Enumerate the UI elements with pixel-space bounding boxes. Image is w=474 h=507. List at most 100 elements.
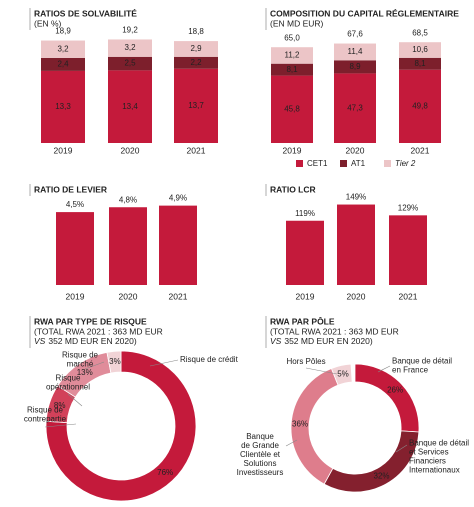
legend-swatch (340, 160, 347, 167)
total-label: 68,5 (412, 28, 428, 37)
donut-segment (45, 350, 197, 502)
bar (337, 204, 375, 285)
value-label: 10,6 (412, 45, 428, 54)
bar-segment (271, 63, 313, 76)
chart-subtitle: VS 352 MD EUR EN 2020) (34, 336, 137, 346)
category-label: Risque de crédit (180, 355, 239, 364)
x-tick-label: 2020 (346, 145, 365, 155)
leader-line (305, 367, 338, 375)
value-label: 129% (398, 203, 418, 212)
bar (286, 220, 324, 285)
x-tick-label: 2021 (399, 291, 418, 301)
x-tick-label: 2021 (411, 145, 430, 155)
leader-line (285, 439, 298, 447)
value-label: 76% (157, 468, 173, 477)
bar-segment (334, 43, 376, 61)
value-label: 13,3 (55, 102, 71, 111)
chart-subtitle: (EN %) (34, 18, 62, 28)
value-label: 45,8 (284, 104, 300, 113)
bar (56, 212, 94, 285)
leader-line (84, 361, 105, 370)
bar-segment (334, 60, 376, 74)
legend-label: AT1 (351, 159, 366, 168)
chart-title: RATIO DE LEVIER (34, 184, 107, 194)
legend-label: Tier 2 (395, 159, 416, 168)
leader-line (67, 393, 83, 407)
category-label: Banque de détail en France (392, 357, 452, 375)
leader-line (149, 359, 179, 367)
value-label: 3% (109, 357, 121, 366)
subtitle-end: 352 MD EUR EN 2020) (284, 336, 373, 346)
leader-line (44, 423, 77, 428)
chart-title: RATIOS DE SOLVABILITÉ (34, 8, 137, 18)
x-tick-label: 2019 (66, 291, 85, 301)
bar-segment (399, 69, 441, 143)
value-label: 8,1 (414, 59, 426, 68)
total-label: 65,0 (284, 33, 300, 42)
bar-segment (108, 56, 152, 71)
bar-segment (174, 41, 218, 57)
value-label: 13,4 (122, 102, 138, 111)
value-label: 4,5% (66, 200, 84, 209)
value-label: 26% (387, 385, 403, 394)
subtitle-italic: VS (270, 336, 282, 346)
bar-segment (174, 56, 218, 69)
donut-segment (323, 430, 420, 493)
chart-subtitle: (EN MD EUR) (270, 18, 324, 28)
bar (159, 205, 197, 285)
value-label: 49,8 (412, 101, 428, 110)
value-label: 11,2 (285, 51, 301, 60)
bar-segment (174, 68, 218, 143)
value-label: 2,2 (190, 58, 202, 67)
chart-title: RATIO LCR (270, 184, 316, 194)
value-label: 2,9 (190, 44, 202, 53)
value-label: 32% (374, 471, 390, 480)
bar-segment (41, 57, 85, 71)
bar-segment (108, 70, 152, 143)
donut-segment (106, 350, 122, 374)
x-tick-label: 2021 (187, 145, 206, 155)
value-label: 8,9 (349, 62, 361, 71)
donut-segment (330, 363, 353, 386)
value-label: 119% (295, 209, 315, 218)
value-label: 149% (346, 193, 366, 202)
subtitle-italic: VS (34, 336, 46, 346)
category-label: Banque de Grande Clientèle et Solutions Inve… (237, 432, 284, 477)
total-label: 18,9 (55, 27, 71, 36)
x-tick-label: 2020 (121, 145, 140, 155)
chart-title: COMPOSITION DU CAPITAL RÉGLEMENTAIRE (270, 8, 459, 18)
value-label: 3,2 (124, 43, 136, 52)
bar-segment (271, 47, 313, 64)
value-label: 4,8% (119, 195, 137, 204)
value-label: 11,4 (348, 47, 364, 56)
bar (389, 215, 427, 285)
x-tick-label: 2020 (347, 291, 366, 301)
category-label: Risque opérationnel (46, 374, 90, 392)
value-label: 8,1 (286, 65, 298, 74)
x-tick-label: 2019 (54, 145, 73, 155)
value-label: 4,9% (169, 194, 187, 203)
bar-segment (41, 40, 85, 58)
bar-segment (399, 57, 441, 70)
value-label: 5% (337, 369, 349, 378)
legend-swatch (384, 160, 391, 167)
category-label: Hors Pôles (286, 357, 325, 366)
bar-segment (108, 39, 152, 57)
category-label: Risque de marché (62, 351, 99, 369)
bar-segment (399, 42, 441, 58)
x-tick-label: 2021 (169, 291, 188, 301)
category-label: Banque de détail et Services Financiers Int… (409, 439, 469, 475)
subtitle-end: 352 MD EUR EN 2020) (48, 336, 137, 346)
category-label: Risque de contrepartie (24, 406, 67, 424)
legend-swatch (296, 160, 303, 167)
value-label: 3,2 (57, 44, 69, 53)
leader-line (395, 444, 408, 453)
chart-subtitle: VS 352 MD EUR EN 2020) (270, 336, 373, 346)
x-tick-label: 2019 (296, 291, 315, 301)
value-label: 13,7 (188, 101, 204, 110)
leader-line (377, 365, 391, 373)
bar-segment (334, 73, 376, 143)
total-label: 19,2 (122, 26, 138, 35)
x-tick-label: 2020 (119, 291, 138, 301)
